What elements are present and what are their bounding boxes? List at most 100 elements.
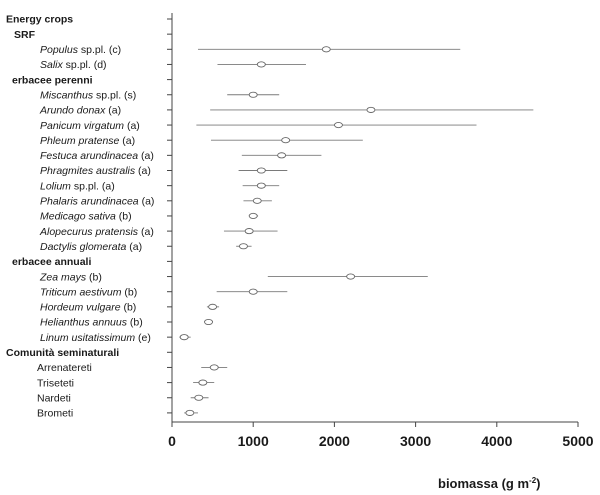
mean-point-salix: [256, 61, 266, 68]
category-label-nardeti: Nardeti: [37, 392, 71, 404]
category-label-energy-crops: Energy crops: [6, 14, 73, 26]
species-suffix: (e): [135, 332, 151, 344]
category-label-helianthus-annuus: Helianthus annuus (b): [40, 317, 143, 329]
category-label-srf: SRF: [14, 29, 36, 41]
mean-point-arundo-donax: [366, 106, 376, 113]
category-label-phragmites-australis: Phragmites australis (a): [40, 165, 151, 177]
species-name: Helianthus annuus: [40, 317, 128, 329]
species-suffix: (a): [139, 196, 155, 208]
mean-point-phragmites-australis: [256, 167, 266, 174]
species-suffix: (a): [138, 150, 154, 162]
mean-point-triticum-aestivum: [248, 288, 258, 295]
species-suffix: (a): [119, 135, 135, 147]
mean-point-nardeti: [194, 394, 204, 401]
category-label-erbacee-annuali: erbacee annuali: [12, 256, 91, 268]
species-suffix: (a): [135, 165, 151, 177]
species-name: Miscanthus: [40, 89, 94, 101]
species-name: Medicago sativa: [40, 211, 116, 223]
plot-frame: [167, 13, 578, 423]
mean-point-medicago-sativa: [248, 212, 258, 219]
species-name: Linum usitatissimum: [40, 332, 135, 344]
x-axis-title-close: ): [536, 476, 540, 491]
species-suffix: (b): [121, 302, 137, 314]
category-label-arundo-donax: Arundo donax (a): [39, 105, 121, 117]
species-name: Phleum pratense: [40, 135, 120, 147]
mean-point-festuca-arundinacea: [277, 152, 287, 159]
species-suffix: sp.pl. (s): [93, 89, 136, 101]
mean-point-miscanthus: [248, 91, 258, 98]
species-suffix: (b): [127, 317, 143, 329]
mean-point-phalaris-arundinacea: [252, 197, 262, 204]
species-name: Lolium: [40, 180, 71, 192]
x-axis: 0 1000 2000 3000 4000 5000: [168, 422, 594, 449]
species-suffix: sp.pl. (c): [78, 44, 121, 56]
species-suffix: (b): [86, 271, 102, 283]
species-name: Hordeum vulgare: [40, 302, 121, 314]
species-suffix: sp.pl. (a): [71, 180, 115, 192]
mean-point-zea-mays: [346, 273, 356, 280]
species-name: Phragmites australis: [40, 165, 136, 177]
x-axis-title-text: biomassa (g m: [438, 476, 529, 491]
species-name: Alopecurus pratensis: [39, 226, 139, 238]
mean-point-helianthus-annuus: [204, 318, 213, 326]
species-name: Festuca arundinacea: [40, 150, 138, 162]
mean-point-alopecurus-pratensis: [244, 228, 254, 235]
category-label-panicum-virgatum: Panicum virgatum (a): [40, 120, 140, 132]
species-name: Phalaris arundinacea: [40, 196, 139, 208]
category-label-festuca-arundinacea: Festuca arundinacea (a): [40, 150, 154, 162]
species-suffix: (a): [126, 241, 142, 253]
x-axis-title: biomassa (g m-2): [438, 476, 541, 491]
mean-point-populus: [321, 46, 331, 53]
category-label-lolium: Lolium sp.pl. (a): [40, 180, 115, 192]
mean-point-brometi: [185, 409, 195, 416]
mean-point-dactylis-glomerata: [239, 243, 248, 250]
category-label-triseteti: Triseteti: [37, 377, 74, 389]
category-label-linum-usitatissimum: Linum usitatissimum (e): [40, 332, 151, 344]
category-labels: Energy crops SRF Populus sp.pl. (c) Salix s…: [6, 14, 154, 420]
species-name: Dactylis glomerata: [40, 241, 127, 253]
species-name: Salix: [40, 59, 64, 71]
category-label-phleum-pratense: Phleum pratense (a): [40, 135, 135, 147]
species-name: Zea mays: [39, 271, 87, 283]
mean-point-phleum-pratense: [281, 137, 291, 144]
x-tick-label-3000: 3000: [400, 433, 431, 449]
species-name: Arundo donax: [39, 105, 106, 117]
category-label-comunita-seminaturali: Comunità seminaturali: [6, 347, 119, 359]
x-tick-label-0: 0: [168, 433, 176, 449]
category-label-brometi: Brometi: [37, 408, 73, 420]
mean-point-linum-usitatissimum: [179, 334, 189, 341]
category-label-phalaris-arundinacea: Phalaris arundinacea (a): [40, 196, 154, 208]
x-tick-label-4000: 4000: [481, 433, 512, 449]
species-suffix: (b): [121, 286, 137, 298]
x-tick-label-5000: 5000: [562, 433, 593, 449]
mean-point-hordeum-vulgare: [208, 303, 218, 310]
x-tick-label-2000: 2000: [319, 433, 350, 449]
category-label-triticum-aestivum: Triticum aestivum (b): [40, 286, 137, 298]
species-name: Populus: [40, 44, 79, 56]
category-label-medicago-sativa: Medicago sativa (b): [40, 211, 132, 223]
species-suffix: (a): [124, 120, 140, 132]
category-label-zea-mays: Zea mays (b): [39, 271, 102, 283]
category-label-populus: Populus sp.pl. (c): [40, 44, 121, 56]
species-name: Triticum aestivum: [40, 286, 122, 298]
data-marks: [179, 46, 534, 416]
species-suffix: sp.pl. (d): [63, 59, 107, 71]
mean-point-lolium: [256, 182, 266, 189]
species-suffix: (a): [138, 226, 154, 238]
mean-point-triseteti: [198, 379, 208, 386]
x-axis-title-sup: -2: [529, 476, 537, 485]
category-label-miscanthus: Miscanthus sp.pl. (s): [40, 89, 136, 101]
species-name: Panicum virgatum: [40, 120, 124, 132]
species-suffix: (a): [105, 105, 121, 117]
category-label-erbacee-perenni: erbacee perenni: [12, 74, 93, 86]
mean-point-arrenatereti: [209, 364, 219, 371]
x-tick-label-1000: 1000: [238, 433, 269, 449]
category-label-alopecurus-pratensis: Alopecurus pratensis (a): [39, 226, 154, 238]
category-label-dactylis-glomerata: Dactylis glomerata (a): [40, 241, 142, 253]
species-suffix: (b): [116, 211, 132, 223]
category-label-salix: Salix sp.pl. (d): [40, 59, 107, 71]
mean-point-panicum-virgatum: [334, 122, 343, 129]
category-label-arrenatereti: Arrenatereti: [37, 362, 92, 374]
category-label-hordeum-vulgare: Hordeum vulgare (b): [40, 302, 136, 314]
